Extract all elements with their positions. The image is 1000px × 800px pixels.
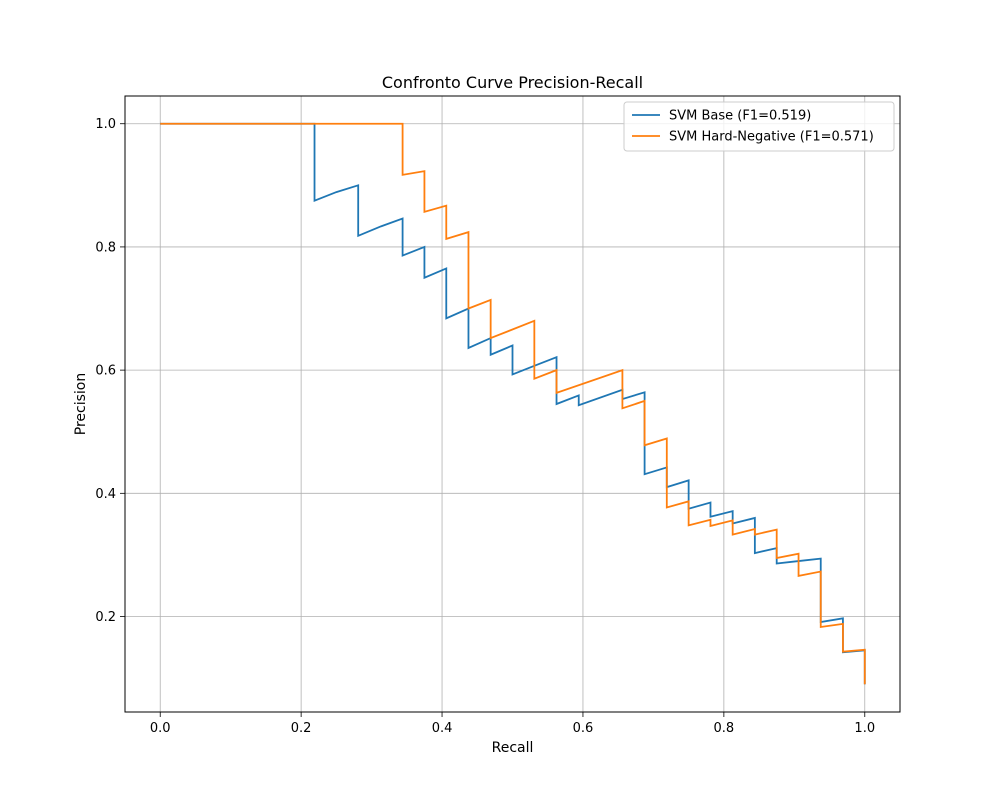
x-tick-label: 0.4 [432,721,453,736]
chart-title: Confronto Curve Precision-Recall [382,73,643,92]
y-tick-label: 0.2 [95,610,116,625]
y-tick-label: 0.4 [95,487,116,502]
x-tick-label: 0.6 [573,721,594,736]
x-tick-label: 0.8 [714,721,735,736]
x-axis-label: Recall [492,740,534,756]
series-line-svm-hard-negative [160,122,866,685]
plot-frame [124,95,901,713]
y-tick-label: 0.6 [95,364,116,379]
y-tick-label: 0.8 [95,240,116,255]
legend: SVM Base (F1=0.519) SVM Hard-Negative (F1… [623,101,895,152]
legend-box [623,101,895,152]
y-axis-label: Precision [73,373,89,435]
legend-label: SVM Hard-Negative (F1=0.571) [669,130,874,145]
ticks: 0.0 0.2 0.4 0.6 0.8 1.0 0.2 0.4 0.6 0.8 1.0 [95,117,875,736]
legend-label: SVM Base (F1=0.519) [669,109,811,124]
y-tick-label: 1.0 [95,117,116,132]
x-tick-label: 1.0 [854,721,875,736]
series-layer [160,122,866,685]
x-tick-label: 0.2 [291,721,312,736]
x-tick-label: 0.0 [150,721,171,736]
plot-area [125,96,900,712]
